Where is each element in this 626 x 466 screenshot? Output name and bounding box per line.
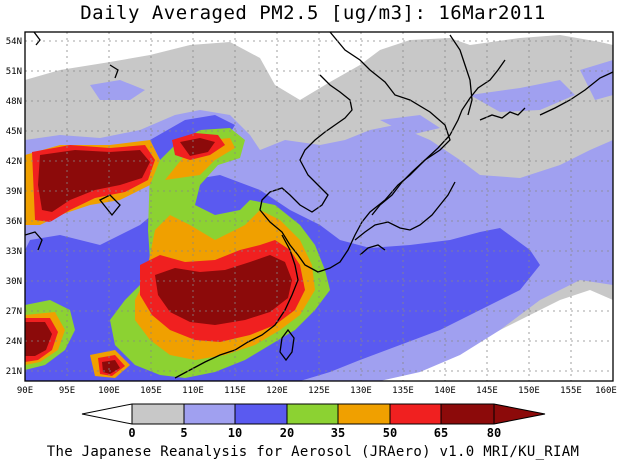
lat-label: 42N: [6, 157, 22, 167]
colorbar-segment: [184, 404, 235, 424]
colorbar-tick: 5: [180, 426, 187, 440]
lon-label: 100E: [98, 386, 120, 396]
colorbar-tick: 50: [383, 426, 397, 440]
colorbar-segment: [287, 404, 338, 424]
coastlines: [25, 32, 613, 379]
lon-label: 135E: [392, 386, 414, 396]
lat-label: 51N: [6, 67, 22, 77]
colorbar-tick: 35: [331, 426, 345, 440]
colorbar: 0 5 10 20 35 50 65 80: [81, 403, 546, 440]
latitude-labels: 54N 51N 48N 45N 42N 39N 36N 33N 30N 27N …: [6, 37, 22, 377]
lat-label: 45N: [6, 127, 22, 137]
lon-label: 115E: [224, 386, 246, 396]
longitude-labels: 90E 95E 100E 105E 110E 115E 120E 125E 13…: [17, 386, 617, 396]
colorbar-segment: [390, 404, 441, 424]
map-frame: [24, 31, 614, 382]
band-above-80: [25, 138, 292, 374]
lat-label: 21N: [6, 367, 22, 377]
lon-label: 145E: [476, 386, 498, 396]
lat-label: 48N: [6, 97, 22, 107]
colorbar-segment: [338, 404, 390, 424]
map-title: Daily Averaged PM2.5 [ug/m3]: 16Mar2011: [80, 2, 546, 24]
lon-label: 160E: [595, 386, 617, 396]
colorbar-tick: 65: [434, 426, 448, 440]
concentration-fields: [25, 35, 613, 381]
colorbar-tick: 20: [280, 426, 294, 440]
lat-label: 24N: [6, 337, 22, 347]
lat-label: 39N: [6, 187, 22, 197]
lon-label: 155E: [560, 386, 582, 396]
colorbar-segment: [82, 404, 132, 424]
lon-label: 90E: [17, 386, 33, 396]
lon-label: 110E: [182, 386, 204, 396]
lon-label: 95E: [59, 386, 75, 396]
lon-label: 140E: [434, 386, 456, 396]
lon-label: 120E: [266, 386, 288, 396]
graticule: [25, 32, 613, 381]
lon-label: 125E: [308, 386, 330, 396]
lon-label: 130E: [350, 386, 372, 396]
colorbar-tick: 10: [228, 426, 242, 440]
colorbar-tick: 0: [128, 426, 135, 440]
lat-label: 54N: [6, 37, 22, 47]
colorbar-tick: 80: [487, 426, 501, 440]
colorbar-segment: [235, 404, 287, 424]
colorbar-segment: [132, 404, 184, 424]
lon-label: 150E: [518, 386, 540, 396]
lon-label: 105E: [140, 386, 162, 396]
lat-label: 27N: [6, 307, 22, 317]
lat-label: 36N: [6, 217, 22, 227]
lat-label: 33N: [6, 247, 22, 257]
lat-label: 30N: [6, 277, 22, 287]
colorbar-segment: [441, 404, 545, 424]
footer-credit: The Japanese Reanalysis for Aerosol (JRA…: [46, 444, 580, 460]
